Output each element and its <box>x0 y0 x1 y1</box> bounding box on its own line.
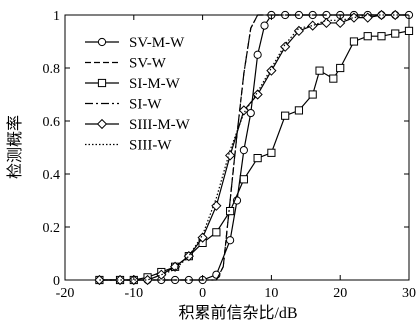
legend-item: SV-M-W <box>85 35 185 51</box>
x-tick-label: 20 <box>333 286 347 301</box>
data-point <box>308 90 317 99</box>
data-point <box>307 20 318 31</box>
data-point <box>183 251 194 262</box>
data-point <box>336 63 345 73</box>
y-tick-label: 0.2 <box>43 221 61 236</box>
data-point <box>96 118 108 130</box>
data-point <box>391 29 400 38</box>
legend-item: SIII-W <box>85 138 172 154</box>
data-point <box>253 154 262 163</box>
plot-frame <box>64 14 410 281</box>
series-5 <box>99 14 409 281</box>
data-point <box>197 232 208 243</box>
data-point <box>293 25 305 37</box>
data-point <box>226 236 235 245</box>
legend: SV-M-W SV-W SI-M-W SI-W SIII-M-W SIII-W <box>85 35 191 154</box>
series-layer <box>94 9 414 286</box>
legend-item: SIII-M-W <box>85 117 191 133</box>
data-point <box>267 148 276 157</box>
series-3 <box>99 14 409 281</box>
data-point <box>239 175 248 184</box>
y-axis-label: 检测概率 <box>6 115 24 179</box>
y-tick-label: 0 <box>53 274 60 289</box>
data-point <box>225 150 236 161</box>
x-tick-label: 30 <box>402 286 416 301</box>
series-line <box>99 14 409 281</box>
y-tick-label: 0.6 <box>43 115 61 130</box>
data-point <box>329 74 338 83</box>
data-point <box>281 111 290 120</box>
data-point <box>142 274 153 286</box>
plot-area <box>64 14 410 281</box>
data-point <box>114 274 126 286</box>
legend-label: SI-W <box>129 97 162 113</box>
legend-label: SI-M-W <box>129 76 181 92</box>
data-point <box>349 37 359 46</box>
data-point <box>253 50 262 59</box>
data-point <box>348 12 360 23</box>
data-point <box>97 37 107 47</box>
data-point <box>260 21 269 30</box>
data-point <box>97 78 107 88</box>
legend-item: SI-M-W <box>85 76 181 92</box>
y-tick-label: 1 <box>53 9 60 24</box>
legend-label: SV-W <box>129 56 167 72</box>
series-line <box>99 14 409 281</box>
y-tick-label: 0.4 <box>43 168 61 183</box>
legend-item: SV-W <box>85 56 167 72</box>
y-tick-label: 0.8 <box>43 62 61 77</box>
series-line <box>99 14 409 281</box>
legend-item: SI-W <box>85 97 162 113</box>
data-point <box>266 65 277 76</box>
legend-label: SV-M-W <box>129 35 185 51</box>
data-point <box>363 32 372 41</box>
data-point <box>169 261 181 272</box>
x-tick-label: 0 <box>199 286 206 301</box>
data-point <box>246 108 255 118</box>
x-tick-label: -10 <box>124 286 143 301</box>
data-point <box>390 9 401 21</box>
data-point <box>212 228 221 237</box>
legend-label: SIII-W <box>129 138 172 154</box>
data-point <box>376 9 387 21</box>
data-point <box>156 269 167 280</box>
data-point <box>226 207 235 216</box>
x-tick-label: -20 <box>56 286 75 301</box>
data-point <box>404 26 414 35</box>
x-tick-label: 10 <box>264 286 278 301</box>
legend-label: SIII-M-W <box>129 117 191 133</box>
data-point <box>294 106 304 115</box>
data-point <box>315 66 324 75</box>
data-point <box>252 89 263 100</box>
data-point <box>321 17 332 29</box>
data-point <box>377 32 386 41</box>
data-point <box>211 200 222 211</box>
series-1 <box>99 14 409 281</box>
x-axis-label: 积累前信杂比/dB <box>178 304 297 322</box>
data-point <box>239 146 248 155</box>
ticks-layer: -20 -10 0 10 20 30 0 0.2 0.4 0.6 0.8 1 <box>43 9 417 301</box>
